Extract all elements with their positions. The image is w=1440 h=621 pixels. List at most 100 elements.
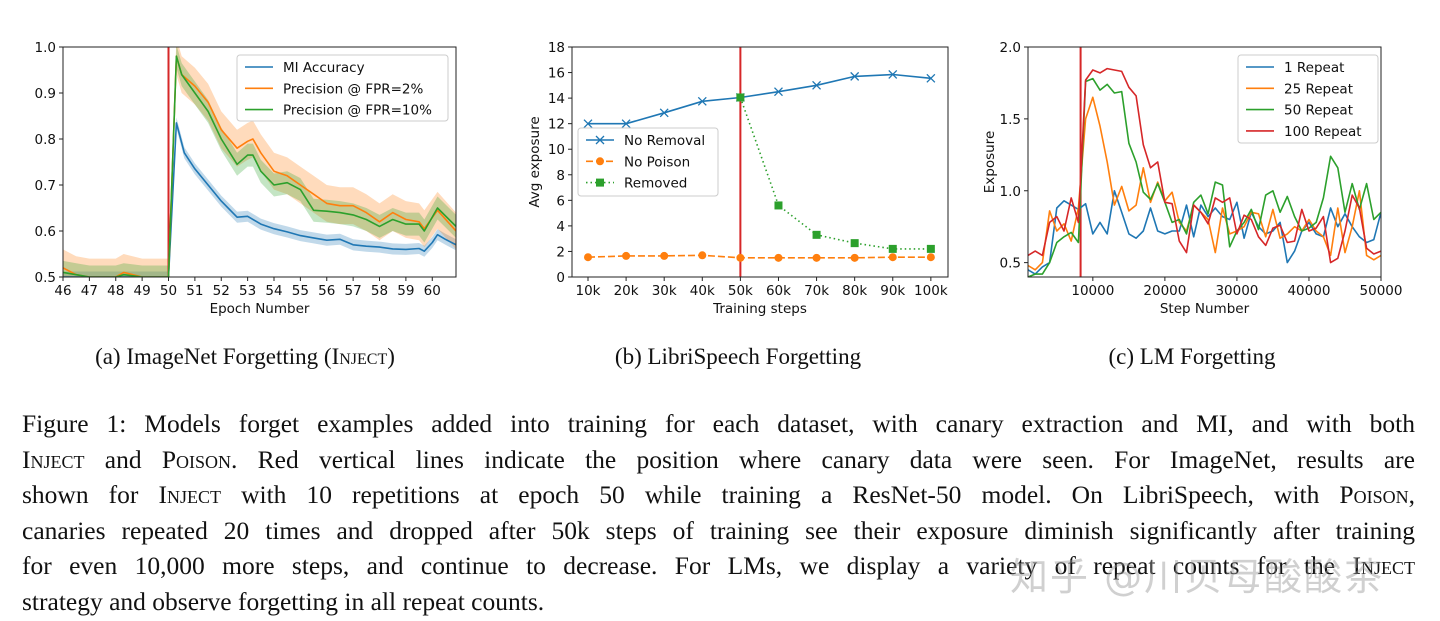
- legend-item: MI Accuracy: [245, 60, 365, 76]
- x-tick-label: 56: [318, 283, 335, 299]
- y-tick-label: 2.0: [1000, 40, 1021, 56]
- legend-box: [236, 54, 449, 122]
- y-tick-label: 0.5: [35, 270, 56, 286]
- marker-circle: [584, 253, 592, 262]
- legend-item: 25 Repeat: [1246, 81, 1353, 97]
- caption-line: shown for Inject with 10 repetitions at …: [22, 477, 1415, 513]
- legend-item: No Removal: [586, 133, 705, 149]
- marker-circle: [850, 253, 859, 262]
- subcaption-c: (c) LM Forgetting: [1108, 344, 1276, 369]
- x-tick-label: 20k: [614, 283, 639, 299]
- marker-x: [621, 119, 631, 129]
- caption-text: shown for: [22, 480, 159, 510]
- marker-x: [697, 96, 707, 106]
- y-tick-label: 14: [548, 91, 565, 107]
- y-tick-label: 4: [556, 219, 565, 235]
- legend-label: Precision @ FPR=2%: [283, 81, 424, 97]
- legend: MI Accuracy Precision @ FPR=2% Precision @…: [236, 54, 449, 122]
- x-tick-label: 10k: [576, 283, 601, 299]
- marker-circle: [660, 251, 669, 260]
- legend-item: Precision @ FPR=2%: [245, 81, 424, 97]
- x-tick-label: 10000: [1071, 283, 1114, 299]
- legend-label: 50 Repeat: [1284, 103, 1353, 119]
- legend-marker-x: [595, 135, 605, 145]
- x-tick-label: 54: [265, 283, 282, 299]
- subcaption-a: (a) ImageNet Forgetting (Inject): [95, 344, 395, 370]
- marker-circle: [926, 253, 935, 262]
- legend-item: Removed: [586, 176, 687, 192]
- legend-label: 100 Repeat: [1284, 124, 1362, 140]
- caption-line: for even 10,000 more steps, and continue…: [22, 548, 1415, 584]
- y-tick-label: 2: [556, 244, 565, 260]
- x-tick-label: 30000: [1215, 283, 1258, 299]
- plot-area: [63, 47, 456, 277]
- caption-text: with 10 repetitions at epoch 50 while tr…: [220, 480, 1340, 510]
- x-tick-label: 49: [134, 283, 151, 299]
- series-line-3: [1028, 67, 1381, 264]
- marker-square: [926, 244, 935, 253]
- chart-1: 0 2 4 6 8 10 12 14 16 18 10k 20k 30k 40k 50k 60k 70k 80k 9…: [527, 40, 949, 317]
- y-tick-label: 12: [548, 117, 565, 133]
- plot-area: [1028, 47, 1381, 277]
- caption-text: strategy and observe forgetting in all r…: [22, 586, 545, 616]
- marker-circle: [774, 253, 783, 262]
- series-line-1: [1028, 96, 1381, 271]
- axes-frame: [62, 46, 457, 278]
- y-tick-label: 0.9: [35, 86, 56, 102]
- marker-x: [774, 87, 783, 97]
- y-tick-label: 10: [548, 142, 565, 158]
- subcaption-a-suffix: ): [387, 344, 395, 369]
- x-tick-label: 100k: [914, 283, 948, 299]
- marker-square: [888, 244, 897, 253]
- y-tick-label: 0.7: [35, 178, 56, 194]
- x-tick-label: 59: [397, 283, 414, 299]
- x-tick-label: 30k: [652, 283, 677, 299]
- y-tick-label: 8: [556, 168, 565, 184]
- x-tick-label: 40000: [1287, 283, 1330, 299]
- x-tick-label: 70k: [804, 283, 829, 299]
- y-tick-label: 1.5: [1000, 112, 1021, 128]
- series-line-0: [588, 73, 931, 125]
- series-line-2: [63, 55, 456, 277]
- caption-method-name: Inject: [1352, 551, 1416, 581]
- plot-area: [587, 47, 931, 277]
- x-axis-label: Step Number: [1160, 301, 1250, 317]
- marker-x: [583, 119, 593, 129]
- axes-frame: [1027, 46, 1382, 278]
- x-tick-label: 40k: [690, 283, 715, 299]
- marker-circle: [888, 253, 897, 262]
- x-tick-label: 51: [186, 283, 203, 299]
- caption-text: . Red vertical lines indicate the positi…: [231, 444, 1415, 474]
- legend-label: MI Accuracy: [283, 60, 365, 76]
- caption-text: ,: [1408, 480, 1415, 510]
- marker-circle: [622, 251, 631, 260]
- chart-0: 0.5 0.6 0.7 0.8 0.9 1.0 46 47 48 49 50 51 52 53 54 55 56…: [35, 40, 457, 317]
- caption-method-name: Poison: [161, 444, 232, 474]
- chart-2: 0.5 1.0 1.5 2.0 10000 20000 30000 40000 50000 Ste…: [982, 40, 1402, 317]
- marker-x: [888, 70, 898, 79]
- y-tick-label: 1.0: [35, 40, 56, 56]
- x-tick-label: 20000: [1143, 283, 1186, 299]
- marker-circle: [812, 253, 821, 262]
- caption-method-name: Inject: [22, 444, 85, 474]
- x-tick-label: 90k: [880, 283, 905, 299]
- x-tick-label: 50000: [1360, 283, 1403, 299]
- marker-x: [812, 80, 822, 90]
- y-tick-label: 18: [548, 40, 565, 56]
- legend-item: 100 Repeat: [1246, 124, 1362, 140]
- x-tick-label: 50k: [728, 283, 753, 299]
- legend: 1 Repeat 25 Repeat 50 Repeat 100 Repeat: [1237, 54, 1379, 144]
- legend-box: [577, 127, 719, 197]
- legend-label: No Removal: [624, 133, 705, 149]
- x-tick-label: 60k: [766, 283, 791, 299]
- x-tick-label: 50: [160, 283, 177, 299]
- legend-marker-circle: [596, 157, 604, 166]
- caption-method-name: Poison: [1339, 480, 1409, 510]
- marker-x: [659, 108, 669, 118]
- y-tick-label: 1.0: [1000, 184, 1021, 200]
- legend-label: Precision @ FPR=10%: [283, 103, 432, 119]
- y-axis-label: Exposure: [982, 131, 998, 194]
- y-tick-label: 6: [556, 193, 565, 209]
- x-axis-label: Training steps: [712, 301, 807, 317]
- marker-square: [736, 93, 745, 102]
